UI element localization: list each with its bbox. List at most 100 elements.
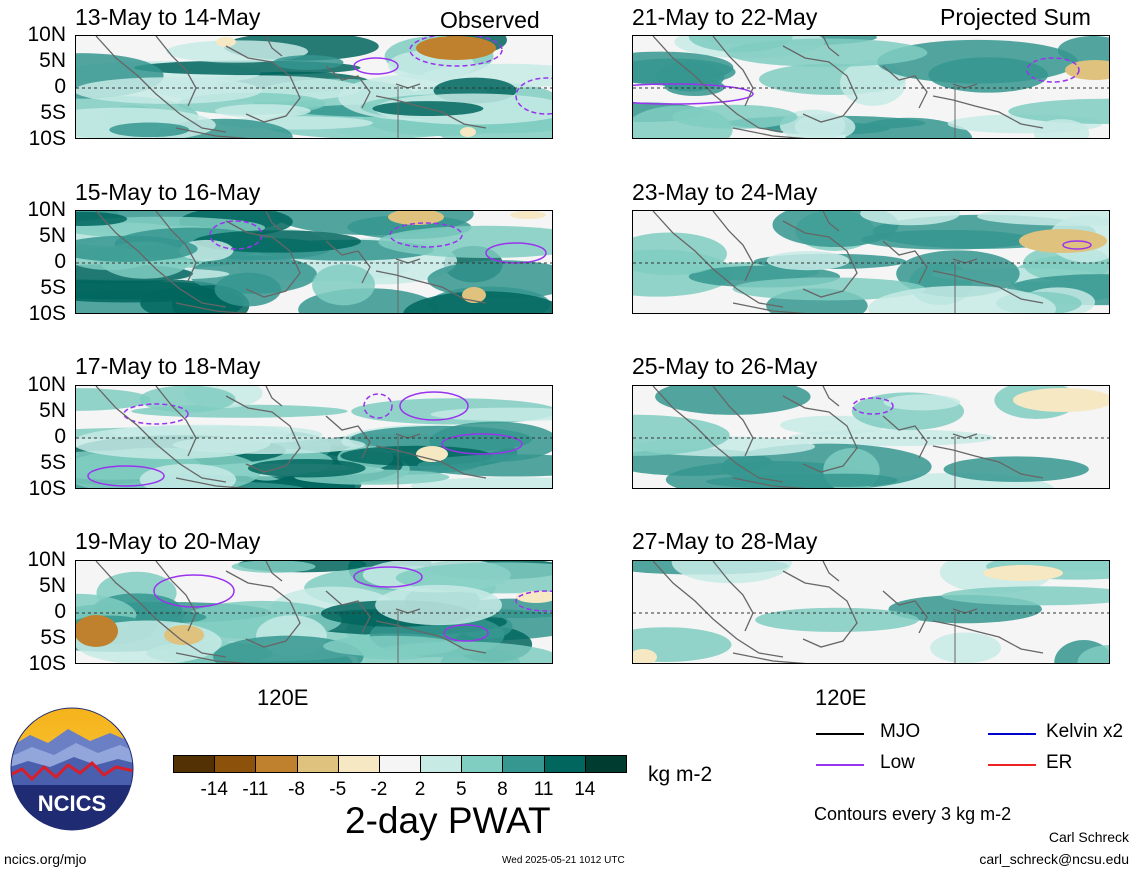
pwat-shade: [430, 407, 552, 422]
pwat-field: [633, 561, 1109, 663]
colorbar-units: kg m-2: [648, 763, 713, 786]
coastline: [732, 652, 807, 663]
coastline: [732, 477, 807, 488]
coastline: [712, 386, 754, 457]
pwat-shade: [172, 435, 366, 454]
coastline: [265, 211, 283, 232]
pwat-shade: [732, 277, 926, 301]
legend-label-low: Low: [880, 752, 915, 773]
coastline: [225, 220, 301, 298]
lat-label: 5N: [39, 49, 66, 72]
low-contour: [363, 393, 393, 419]
author-email[interactable]: carl_schreck@ncsu.edu: [979, 851, 1129, 867]
map-panel-r1: [632, 35, 1110, 139]
colorbar: -14 -11 -8 -5 -2 2 5 8 11 14: [173, 755, 627, 805]
pwat-shade: [789, 473, 898, 487]
coastline: [652, 561, 784, 658]
pwat-shade: [135, 610, 207, 624]
coastline: [325, 415, 371, 459]
source-url[interactable]: ncics.org/mjo: [4, 851, 87, 867]
coastline: [95, 386, 227, 483]
pwat-dry-shade: [462, 287, 486, 303]
pwat-shade: [76, 235, 198, 262]
coastline: [155, 386, 197, 457]
pwat-shade: [655, 386, 811, 415]
pwat-shade: [349, 425, 533, 453]
lat-label: 0: [54, 75, 66, 98]
contour-note: Contours every 3 kg m-2: [814, 804, 1012, 824]
coastline: [265, 386, 283, 407]
coastline: [712, 561, 754, 632]
coastline: [932, 445, 1044, 479]
map-panel-l4: [75, 560, 553, 664]
pwat-shade: [930, 632, 1002, 663]
low-contour: [852, 397, 894, 415]
pwat-field: [76, 561, 552, 663]
colorbar-tick-label: -14: [200, 779, 228, 800]
low-contour: [409, 36, 503, 67]
coastline: [782, 395, 858, 473]
lat-label: 0: [54, 425, 66, 448]
colorbar-tick-label: 5: [455, 779, 467, 800]
pwat-field: [633, 211, 1109, 313]
lat-label: 5N: [39, 399, 66, 422]
pwat-shade: [323, 635, 460, 657]
colorbar-swatch: [214, 755, 257, 773]
low-contour: [153, 574, 235, 608]
colorbar-tick-label: -11: [242, 779, 269, 800]
coastline: [882, 415, 928, 459]
pwat-shade: [633, 232, 727, 276]
coastline: [155, 561, 197, 632]
legend-label-kelvin: Kelvin x2: [1046, 721, 1124, 742]
low-contour: [515, 77, 552, 115]
panel-title-l4: 19-May to 20-May: [75, 528, 261, 554]
low-contour: [353, 566, 423, 588]
pwat-shade: [1033, 119, 1090, 138]
lat-label: 0: [54, 250, 66, 273]
pwat-field: [76, 386, 552, 488]
colorbar-tick-label: 8: [497, 779, 508, 800]
pwat-shade: [883, 394, 961, 411]
ncics-logo: NCICS: [10, 707, 134, 831]
low-contour: [1062, 240, 1092, 250]
coastline: [95, 36, 227, 133]
panel-title-l1: 13-May to 14-May: [75, 4, 261, 30]
coastline: [822, 561, 840, 582]
pwat-shade: [633, 627, 732, 662]
pwat-field: [76, 36, 552, 138]
coastline: [822, 386, 840, 407]
coastline: [732, 302, 807, 313]
coastline: [932, 270, 1044, 304]
map-panel-r3: [632, 385, 1110, 489]
low-contour: [389, 222, 463, 248]
pwat-shade: [375, 584, 503, 626]
low-contour: [1026, 57, 1080, 83]
pwat-shade: [633, 414, 730, 456]
lat-label: 0: [54, 600, 66, 623]
legend-line-mjo: [816, 733, 864, 735]
pwat-shade: [671, 561, 792, 584]
coastline: [712, 36, 754, 107]
pwat-shade: [247, 458, 366, 478]
pwat-dry-shade: [216, 37, 236, 47]
panel-title-l2: 15-May to 16-May: [75, 179, 261, 205]
lon-label-left: 120E: [257, 685, 309, 710]
lat-label: 10S: [28, 652, 66, 675]
coastline: [932, 620, 1044, 654]
colorbar-tick-label: -2: [370, 779, 388, 800]
lat-label: 10S: [28, 302, 66, 325]
coastline: [265, 36, 283, 57]
lat-label: 5N: [39, 224, 66, 247]
observed-label: Observed: [440, 7, 540, 33]
lat-label: 10N: [27, 548, 66, 571]
map-panel-l2: [75, 210, 553, 314]
panel-title-l3: 17-May to 18-May: [75, 353, 261, 379]
pwat-shade: [76, 77, 262, 104]
coastline: [175, 127, 250, 138]
pwat-dry-shade: [1013, 388, 1109, 412]
map-panel-r2: [632, 210, 1110, 314]
lat-label: 10S: [28, 477, 66, 500]
coastline: [175, 652, 250, 663]
colorbar-swatch: [296, 755, 339, 773]
colorbar-swatch: [584, 755, 627, 773]
